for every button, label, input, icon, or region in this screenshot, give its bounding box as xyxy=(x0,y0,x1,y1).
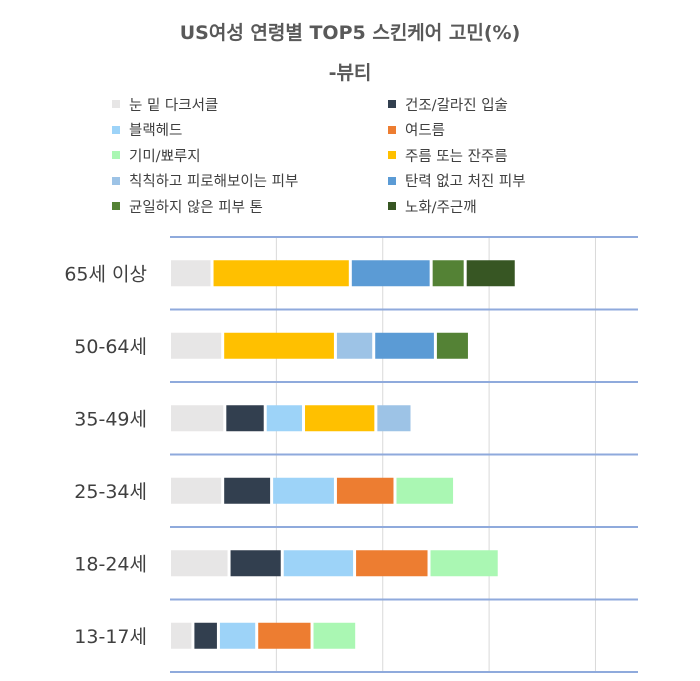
legend-label: 노화/주근깨 xyxy=(405,199,477,216)
bar-segment xyxy=(194,622,217,649)
legend-item: 여드름 xyxy=(388,120,445,140)
legend-label: 여드름 xyxy=(405,123,446,139)
legend-label: 주름 또는 잔주름 xyxy=(405,148,508,165)
legend-swatch xyxy=(112,125,120,134)
bar-segment xyxy=(224,477,271,504)
bar-segment xyxy=(171,622,192,649)
bar-segment xyxy=(351,260,430,287)
legend-label: 건조/갈라진 입술 xyxy=(405,97,508,114)
bar-segment xyxy=(313,622,356,649)
category-label: 25-34세 xyxy=(74,481,147,503)
legend-item: 탄력 없고 처진 피부 xyxy=(388,171,526,191)
chart-title: US여성 연령별 TOP5 스킨케어 고민(%) xyxy=(179,22,521,44)
category-label: 65세 이상 xyxy=(64,263,147,285)
bar-segment xyxy=(219,622,256,649)
category-label: 18-24세 xyxy=(74,553,147,575)
legend-swatch xyxy=(388,176,396,185)
bar-segment xyxy=(273,477,334,504)
bar-segment xyxy=(171,260,211,287)
category-label: 13-17세 xyxy=(74,626,147,648)
category-label: 50-64세 xyxy=(74,336,147,358)
legend-item: 균일하지 않은 피부 톤 xyxy=(112,196,263,216)
legend-swatch xyxy=(388,100,396,108)
legend-label: 균일하지 않은 피부 톤 xyxy=(129,199,263,216)
legend-label: 탄력 없고 처진 피부 xyxy=(405,174,526,190)
chart-subtitle: -뷰티 xyxy=(328,62,372,84)
bar-segment xyxy=(377,405,411,432)
legend-label: 블랙헤드 xyxy=(129,123,183,139)
legend-item: 건조/갈라진 입술 xyxy=(388,94,508,114)
bar-segment xyxy=(436,332,468,359)
bar-segment xyxy=(266,405,303,432)
legend-swatch xyxy=(112,151,120,159)
legend-item: 칙칙하고 피로해보이는 피부 xyxy=(112,171,298,191)
legend-swatch xyxy=(388,202,396,210)
bar-segment xyxy=(375,332,434,359)
bar-segment xyxy=(171,332,222,359)
legend-label: 칙칙하고 피로해보이는 피부 xyxy=(129,174,299,190)
legend-item: 기미/뾰루지 xyxy=(112,145,201,165)
bar-segment xyxy=(171,477,222,504)
legend-item: 눈 밑 다크서클 xyxy=(112,94,218,114)
legend-swatch xyxy=(112,100,120,108)
bar-segment xyxy=(305,405,375,432)
legend-item: 노화/주근깨 xyxy=(388,196,477,216)
bar-segment xyxy=(396,477,454,504)
bar-segment xyxy=(336,477,394,504)
bar-segment xyxy=(171,405,224,432)
bar-segment xyxy=(466,260,515,287)
bar-segment xyxy=(171,550,228,577)
bar-segment xyxy=(356,550,428,577)
category-label: 35-49세 xyxy=(74,408,147,430)
bar-segment xyxy=(213,260,349,287)
legend-swatch xyxy=(112,202,120,210)
bar-segment xyxy=(430,550,498,577)
legend-swatch xyxy=(112,176,120,185)
bar-segment xyxy=(224,332,334,359)
legend-item: 주름 또는 잔주름 xyxy=(388,145,508,165)
legend-swatch xyxy=(388,151,396,159)
legend-item: 블랙헤드 xyxy=(112,120,182,140)
bar-segment xyxy=(336,332,373,359)
bar-segment xyxy=(226,405,264,432)
legend-swatch xyxy=(388,125,396,134)
bar-segment xyxy=(432,260,464,287)
legend-label: 기미/뾰루지 xyxy=(129,148,201,165)
bar-segment xyxy=(230,550,281,577)
bar-segment xyxy=(258,622,311,649)
bar-segment xyxy=(283,550,354,577)
legend-label: 눈 밑 다크서클 xyxy=(129,97,219,114)
